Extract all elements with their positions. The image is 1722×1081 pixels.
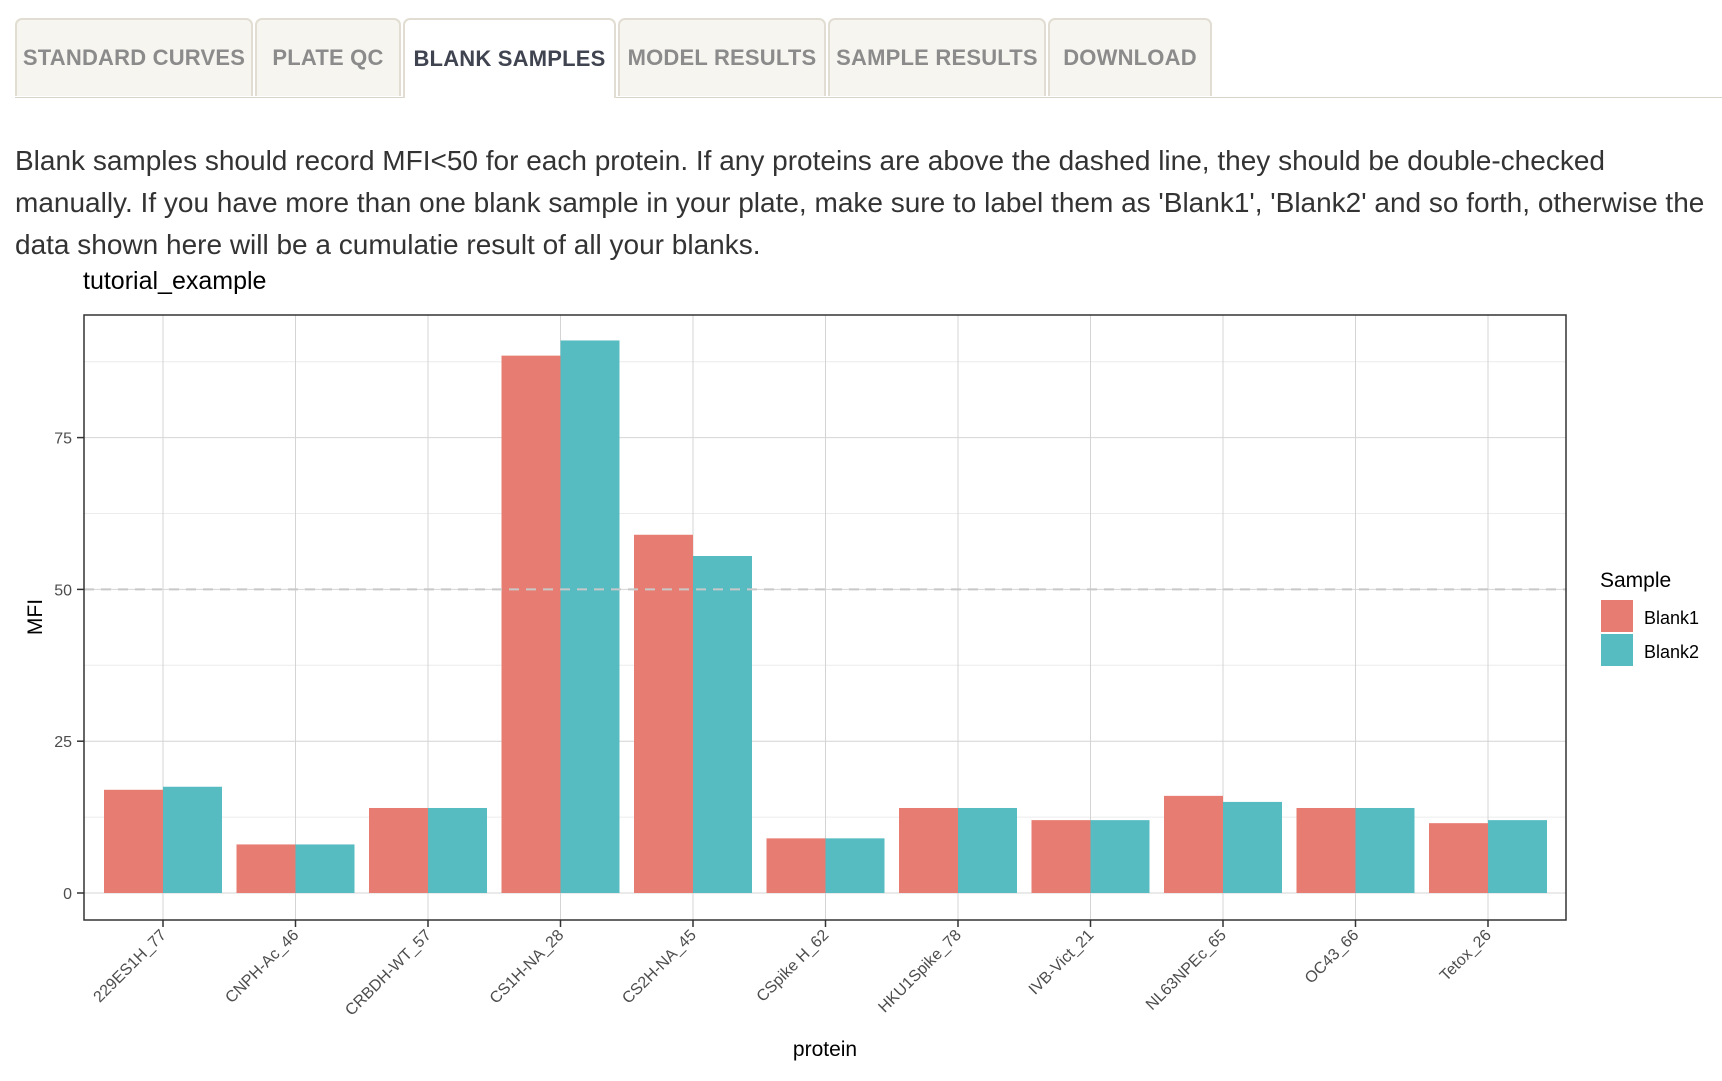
x-tick-label: 229ES1H_77 [90, 927, 169, 1006]
y-tick-label: 75 [54, 431, 72, 448]
bar-blank1-229es1h-77 [104, 789, 163, 893]
y-tick-label: 0 [63, 886, 72, 903]
bar-blank2-oc43-66 [1355, 807, 1415, 893]
x-tick-label: CNPH-Ac_46 [222, 927, 302, 1007]
tab-bar: STANDARD CURVES PLATE QC BLANK SAMPLES M… [15, 18, 1722, 98]
tab-sample-results[interactable]: SAMPLE RESULTS [828, 18, 1046, 96]
bar-layer [104, 340, 1547, 893]
tab-blank-samples[interactable]: BLANK SAMPLES [403, 18, 616, 98]
legend-title: Sample [1600, 569, 1671, 592]
legend-key-blank2 [1601, 634, 1633, 666]
x-tick-label: CRBDH-WT_57 [342, 927, 435, 1020]
description-text: Blank samples should record MFI<50 for e… [15, 145, 1705, 260]
x-tick-label: CS2H-NA_45 [619, 927, 700, 1008]
legend: Sample Blank1 Blank2 [1600, 569, 1699, 666]
x-tick-label: NL63NPEc_65 [1143, 927, 1230, 1014]
bar-blank1-tetox-26 [1429, 823, 1488, 893]
bar-blank2-cs2h-na-45 [693, 556, 752, 893]
tab-standard-curves[interactable]: STANDARD CURVES [15, 18, 253, 96]
bar-blank1-crbdh-wt-57 [369, 807, 428, 893]
x-tick-label: IVB-Vict_21 [1026, 927, 1098, 999]
tab-label: MODEL RESULTS [627, 45, 817, 70]
tab-label: BLANK SAMPLES [413, 46, 606, 71]
bar-blank2-hku1spike-78 [958, 807, 1017, 893]
y-tick-label: 25 [54, 734, 72, 751]
y-axis: 0 25 50 75 [54, 431, 84, 903]
x-axis-title: protein [793, 1038, 857, 1061]
x-tick-label: CSpike H_62 [754, 927, 833, 1006]
bar-blank2-cspike-h-62 [825, 838, 885, 893]
bar-blank1-cnph-ac-46 [236, 844, 296, 893]
legend-key-blank1 [1601, 600, 1633, 632]
y-tick-label: 50 [54, 582, 72, 599]
tab-label: PLATE QC [272, 45, 384, 70]
tab-label: STANDARD CURVES [22, 45, 246, 70]
bar-blank1-nl63npec-65 [1164, 795, 1223, 893]
y-axis-title: MFI [24, 599, 47, 635]
tab-plate-qc[interactable]: PLATE QC [255, 18, 401, 96]
tab-bar-divider [15, 97, 1722, 98]
bar-blank1-cspike-h-62 [766, 838, 826, 893]
legend-label-blank2: Blank2 [1644, 642, 1699, 662]
bar-blank1-ivb-vict-21 [1031, 820, 1091, 893]
tab-label: DOWNLOAD [1063, 45, 1197, 70]
x-tick-label: HKU1Spike_78 [875, 927, 964, 1016]
bar-blank2-tetox-26 [1488, 820, 1547, 893]
bar-blank1-hku1spike-78 [899, 807, 958, 893]
tab-label: SAMPLE RESULTS [836, 45, 1038, 70]
bar-blank2-cs1h-na-28 [560, 340, 620, 893]
bar-blank2-crbdh-wt-57 [428, 807, 487, 893]
bar-blank2-ivb-vict-21 [1090, 820, 1150, 893]
bar-blank1-cs1h-na-28 [501, 355, 561, 893]
bar-blank2-nl63npec-65 [1223, 801, 1282, 893]
tab-model-results[interactable]: MODEL RESULTS [618, 18, 826, 96]
bar-blank1-oc43-66 [1296, 807, 1356, 893]
bar-blank1-cs2h-na-45 [634, 534, 693, 893]
chart-container: tutorial_example 0 25 50 75 229ES1H_77 CNPH-… [0, 265, 1722, 1076]
x-tick-label: CS1H-NA_28 [487, 927, 568, 1008]
blank-samples-chart: tutorial_example 0 25 50 75 229ES1H_77 CNPH-… [24, 267, 1699, 1061]
x-axis: 229ES1H_77 CNPH-Ac_46 CRBDH-WT_57 CS1H-NA_2… [90, 920, 1495, 1020]
bar-blank2-229es1h-77 [163, 786, 222, 893]
legend-label-blank1: Blank1 [1644, 608, 1699, 628]
x-tick-label: OC43_66 [1302, 927, 1363, 988]
x-tick-label: Tetox_26 [1437, 927, 1495, 985]
bar-blank2-cnph-ac-46 [295, 844, 355, 893]
chart-title: tutorial_example [83, 267, 266, 295]
tab-download[interactable]: DOWNLOAD [1048, 18, 1212, 96]
